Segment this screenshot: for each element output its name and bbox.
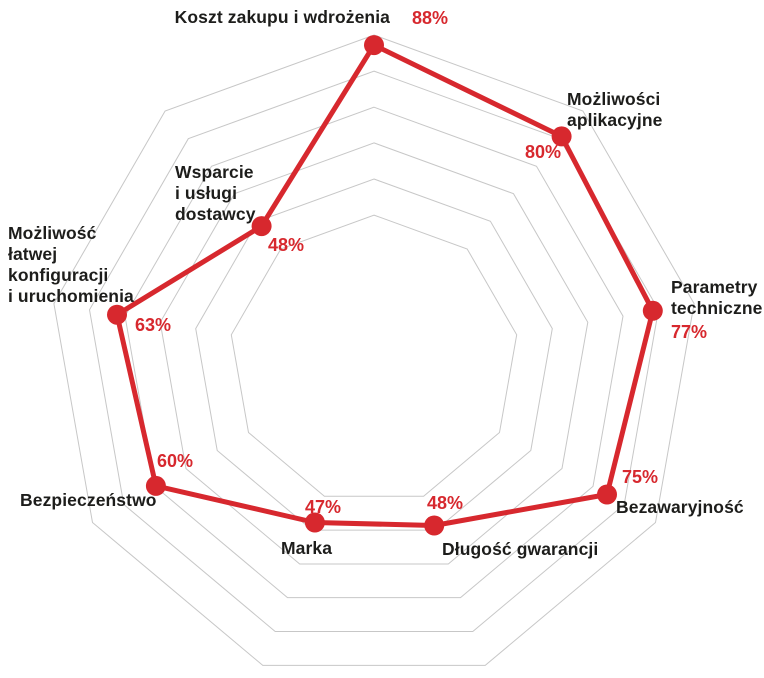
axis-value-bezpieczenstwo: 60%: [157, 451, 194, 471]
data-point: [597, 484, 617, 505]
axis-value-parametry-techniczne: 77%: [671, 322, 708, 342]
data-point: [424, 515, 445, 536]
data-polygon: [114, 42, 656, 528]
axis-label-dlugosc-gwarancji: Długość gwarancji: [442, 539, 599, 559]
data-point: [145, 475, 166, 496]
axis-label-marka: Marka: [281, 538, 333, 558]
axis-value-mozliwosci-aplikacyjne: 80%: [525, 142, 562, 162]
axis-label-koszt-zakupu-i-wdrozenia: Koszt zakupu i wdrożenia: [174, 7, 390, 27]
data-point: [107, 304, 127, 325]
grid-ring: [159, 142, 589, 565]
data-point: [551, 126, 572, 147]
axis-label-wsparcie-i-uslugi-dostawcy: Wsparcie i usługi dostawcy: [175, 162, 256, 224]
data-point: [642, 300, 663, 321]
grid-ring: [195, 178, 553, 531]
data-point: [364, 35, 384, 56]
grid-ring: [230, 214, 518, 497]
data-point: [304, 512, 325, 533]
axis-value-wsparcie-i-uslugi-dostawcy: 48%: [268, 235, 305, 255]
grid-ring: [53, 34, 695, 666]
data-point: [251, 216, 272, 237]
axis-label-bezawaryjnosc: Bezawaryjność: [616, 497, 744, 517]
axis-label-mozliwosci-aplikacyjne: Możliwości aplikacyjne: [567, 89, 663, 130]
grid-ring: [124, 106, 624, 599]
axis-label-bezpieczenstwo: Bezpieczeństwo: [20, 490, 157, 510]
axis-value-mozliwosc-latwej-konfiguracji: 63%: [135, 315, 172, 335]
axis-label-parametry-techniczne: Parametry techniczne: [671, 277, 763, 318]
axis-value-koszt-zakupu-i-wdrozenia: 88%: [412, 8, 449, 28]
axis-value-dlugosc-gwarancji: 48%: [427, 493, 464, 513]
axis-label-mozliwosc-latwej-konfiguracji: Możliwość łatwej konfiguracji i uruchomi…: [8, 223, 134, 306]
axis-value-marka: 47%: [305, 497, 342, 517]
axis-value-bezawaryjnosc: 75%: [622, 467, 659, 487]
